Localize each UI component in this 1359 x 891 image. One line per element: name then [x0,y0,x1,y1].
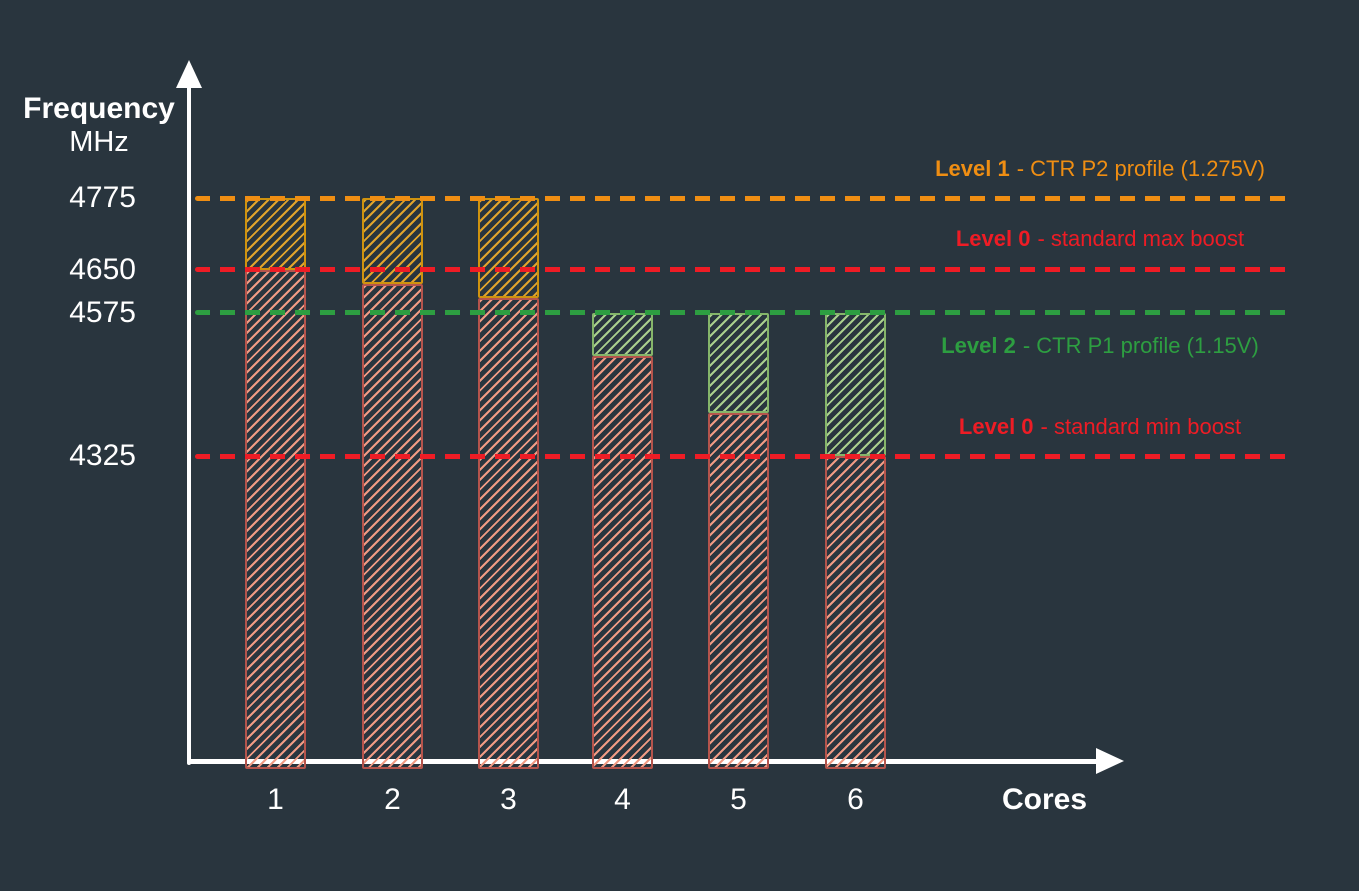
x-axis-arrow-icon [1096,748,1124,774]
legend-level1-desc: - CTR P2 profile (1.275V) [1016,156,1265,181]
legend-level0-max-boost: Level 0- standard max boost [956,226,1244,252]
x-tick-core-3: 3 [500,783,517,816]
legend-level1-ctr-p2: Level 1- CTR P2 profile (1.275V) [935,156,1265,182]
legend-level0-max-desc: - standard max boost [1037,226,1245,251]
bar-core-4-level0-segment [592,355,653,769]
legend-level1-label: Level 1 [935,156,1010,181]
x-tick-core-4: 4 [614,783,631,816]
y-axis-title-frequency: Frequency [23,92,175,125]
guide-line-level-0-4325 [195,453,1292,459]
legend-level0-min-label: Level 0 [958,414,1034,439]
bar-core-5-level0-segment [708,413,769,769]
y-tick-4575: 4575 [69,295,136,329]
x-tick-core-6: 6 [847,783,864,816]
x-axis-title: Cores [1002,783,1088,816]
guide-line-level-1-4775 [195,195,1292,201]
bar-core-1-level0-segment [245,269,306,769]
bar-core-4-level2-boost-segment [592,312,653,356]
legend-level0-max-label: Level 0 [955,226,1031,251]
bar-core-6-level2-boost-segment [825,312,886,456]
x-tick-core-1: 1 [267,783,284,816]
bar-core-2-level0-segment [362,284,423,769]
legend-level0-min-boost: Level 0- standard min boost [959,414,1241,440]
y-axis-arrow-icon [176,60,202,88]
y-tick-4650: 4650 [69,252,136,286]
guide-line-level-0-4650 [195,267,1292,273]
bar-core-3-level1-boost-segment [478,198,539,299]
legend-level2-label: Level 2 [941,333,1016,358]
y-axis-line [187,78,191,765]
y-axis-title: Frequency MHz [14,92,184,158]
guide-line-level-2-4575 [195,310,1292,316]
bar-core-6-level0-segment [825,456,886,769]
x-tick-core-5: 5 [730,783,747,816]
legend-level2-desc: - CTR P1 profile (1.15V) [1022,333,1259,358]
y-tick-4775: 4775 [69,181,136,214]
legend-level0-min-desc: - standard min boost [1040,414,1242,439]
bar-core-1-level1-boost-segment [245,198,306,270]
y-axis-title-units: MHz [69,126,129,158]
y-tick-4325: 4325 [69,439,136,472]
bar-core-5-level2-boost-segment [708,312,769,413]
x-tick-core-2: 2 [384,783,401,816]
legend-level2-ctr-p1: Level 2- CTR P1 profile (1.15V) [941,333,1259,359]
bar-core-3-level0-segment [478,298,539,769]
